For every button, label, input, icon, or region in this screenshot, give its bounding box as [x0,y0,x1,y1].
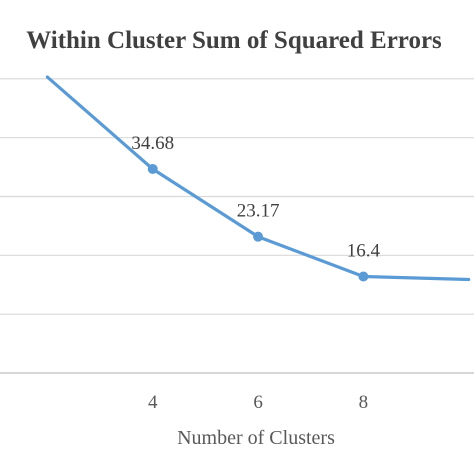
data-point [253,231,264,242]
x-axis-title: Number of Clusters [177,427,335,449]
data-label: 16.4 [347,241,381,262]
x-tick-label: 4 [148,392,158,413]
data-point [358,271,369,282]
data-label: 23.17 [237,201,280,222]
data-labels: 34.68 23.17 16.4 [131,133,380,262]
gridlines [0,78,474,315]
data-label: 34.68 [131,133,174,154]
x-tick-labels: 4 6 8 [148,392,368,413]
data-point [147,163,158,174]
x-tick-label: 6 [253,392,263,413]
series-layer [45,75,471,282]
series-line [45,75,471,282]
x-tick-label: 8 [359,392,369,413]
chart-title: Within Cluster Sum of Squared Errors [26,27,442,54]
